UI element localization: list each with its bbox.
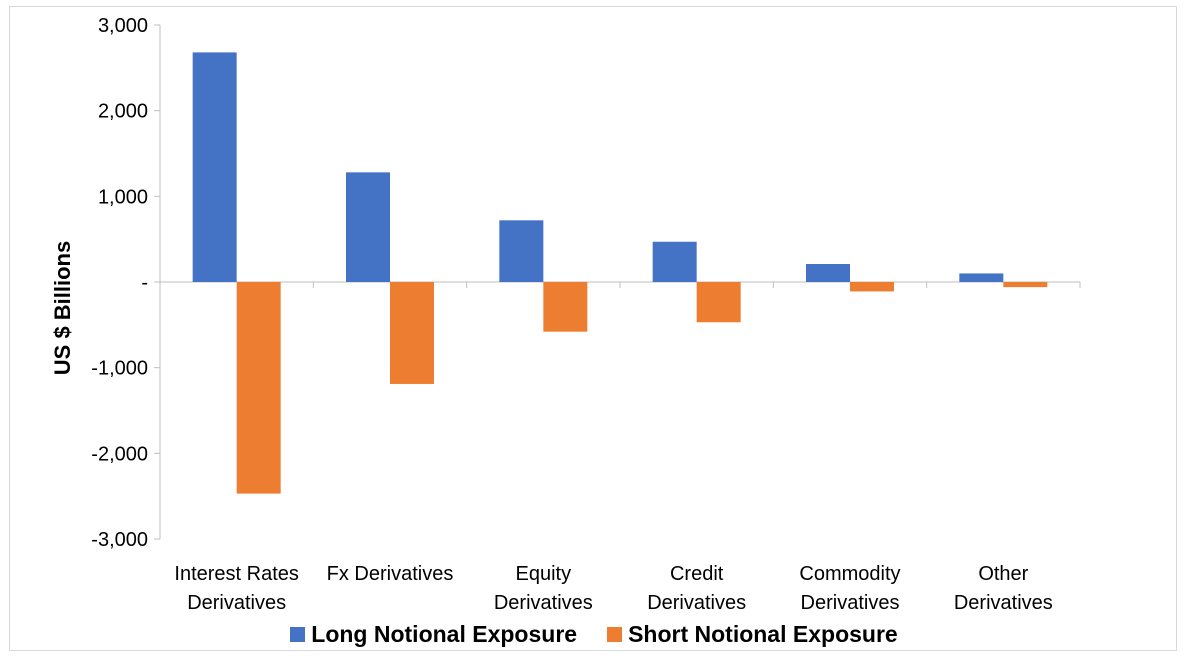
short-bar-6 <box>1003 282 1048 288</box>
long-bar-5 <box>806 264 850 282</box>
legend-item-long: Long Notional Exposure <box>290 621 577 648</box>
legend-swatch-short <box>607 626 623 642</box>
x-category-label: Derivatives <box>647 592 746 614</box>
x-category-label: Other <box>978 563 1028 585</box>
chart-legend: Long Notional Exposure Short Notional Ex… <box>0 618 1188 650</box>
short-bar-4 <box>696 282 741 323</box>
x-category-label: Derivatives <box>187 592 286 614</box>
short-bar-2 <box>390 282 434 384</box>
y-axis-title: US $ Billions <box>50 241 75 375</box>
x-category-label: Credit <box>670 563 724 585</box>
short-bar-3 <box>543 282 588 332</box>
long-bar-1 <box>192 52 237 283</box>
y-tick-label: -3,000 <box>91 529 148 551</box>
x-category-label: Derivatives <box>494 592 593 614</box>
chart-axes <box>154 24 1081 540</box>
legend-label-short: Short Notional Exposure <box>628 620 898 647</box>
long-bar-6 <box>959 273 1004 282</box>
long-bar-2 <box>346 172 390 282</box>
x-category-label: Equity <box>516 563 572 585</box>
short-bar-1 <box>236 282 281 494</box>
x-category-label: Commodity <box>799 563 900 585</box>
y-tick-label: -1,000 <box>91 358 148 380</box>
y-tick-label: 1,000 <box>98 186 148 208</box>
y-tick-label: 2,000 <box>98 101 148 123</box>
y-tick-label: -2,000 <box>91 443 148 465</box>
legend-swatch-long <box>290 626 306 642</box>
x-category-label: Fx Derivatives <box>327 563 454 585</box>
chart-labels: 3,000 2,000 1,000 - -1,000 -2,000 -3,000 Intere… <box>91 15 1053 614</box>
x-category-label: Derivatives <box>801 592 900 614</box>
legend-label-long: Long Notional Exposure <box>311 620 578 647</box>
short-bar-5 <box>850 282 894 292</box>
x-category-label: Derivatives <box>954 592 1053 614</box>
long-bar-3 <box>499 220 544 282</box>
x-category-label: Interest Rates <box>174 563 299 585</box>
chart-bars <box>192 52 1048 494</box>
legend-item-short: Short Notional Exposure <box>607 621 898 648</box>
y-tick-label: - <box>141 272 148 294</box>
long-bar-4 <box>652 241 697 282</box>
y-tick-label: 3,000 <box>98 15 148 37</box>
